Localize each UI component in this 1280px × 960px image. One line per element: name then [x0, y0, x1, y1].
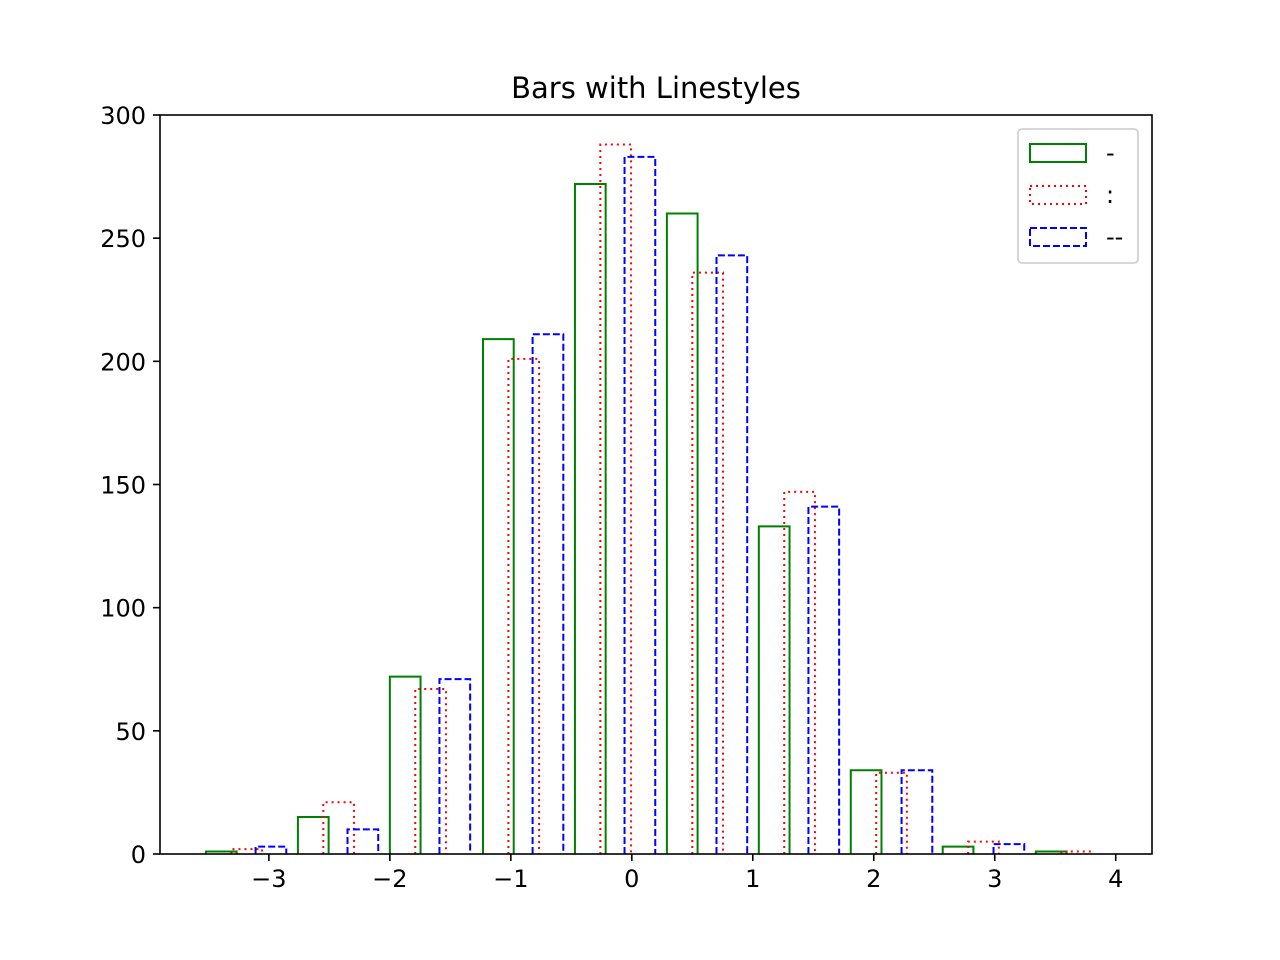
bar-series-0-bin-3	[482, 338, 515, 854]
legend-swatch-2	[1029, 227, 1087, 247]
legend-label-2: --	[1106, 223, 1123, 251]
bar-series-2-bin-5	[715, 254, 749, 854]
bar-series-1-bin-2	[414, 687, 447, 854]
x-tick-label: −2	[372, 865, 407, 893]
bar-series-0-bin-8	[941, 845, 975, 854]
bar-series-1-bin-8	[967, 840, 1000, 854]
bar-series-0-bin-1	[296, 816, 330, 854]
y-axis: 0 50 100 150 200 250 300	[100, 102, 160, 869]
x-tick-label: −1	[493, 865, 528, 893]
x-tick-label: 3	[987, 865, 1002, 893]
x-tick-label: 0	[624, 865, 639, 893]
bar-series-2-bin-3	[531, 333, 565, 854]
bar-series-2-bin-1	[346, 828, 380, 854]
x-tick-label: 1	[745, 865, 760, 893]
legend-label-1: :	[1106, 181, 1114, 209]
chart-title: Bars with Linestyles	[511, 71, 801, 105]
bar-series-0-bin-4	[573, 182, 607, 854]
bar-series-2-bin-8	[992, 843, 1026, 854]
bar-series-0-bin-6	[757, 525, 791, 854]
legend-swatch-1	[1029, 185, 1087, 205]
bar-series-1-bin-7	[875, 771, 908, 854]
bar-series-2-bin-4	[623, 155, 657, 854]
legend-label-0: -	[1106, 139, 1115, 167]
bar-series-2-bin-7	[900, 769, 934, 854]
bar-series-2-bin-2	[438, 678, 472, 854]
bar-series-2-bin-0	[254, 845, 288, 854]
y-tick-label: 200	[100, 348, 146, 376]
bar-series-1-bin-1	[322, 801, 356, 854]
y-tick-label: 300	[100, 102, 146, 130]
bar-series-0-bin-5	[665, 212, 699, 854]
bar-series-1-bin-3	[507, 357, 541, 854]
bar-series-1-bin-9	[1060, 850, 1093, 854]
bar-series-1-bin-6	[783, 490, 816, 854]
bar-series-0-bin-0	[204, 850, 238, 854]
x-axis: −3 −2 −1 0 1 2 3 4	[251, 854, 1123, 893]
x-tick-label: 2	[866, 865, 881, 893]
x-tick-label: 4	[1108, 865, 1123, 893]
x-tick-label: −3	[251, 865, 286, 893]
y-tick-label: 0	[131, 841, 146, 869]
bars-layer	[204, 143, 1093, 854]
y-tick-label: 100	[100, 595, 146, 623]
bar-series-2-bin-6	[807, 505, 841, 854]
bar-series-0-bin-9	[1034, 850, 1068, 854]
bar-series-0-bin-2	[388, 675, 422, 854]
y-tick-label: 50	[115, 718, 146, 746]
y-tick-label: 250	[100, 225, 146, 253]
y-tick-label: 150	[100, 472, 146, 500]
bar-series-1-bin-4	[599, 143, 633, 854]
bar-series-0-bin-7	[849, 769, 883, 854]
legend: -: --	[1017, 128, 1139, 264]
legend-swatch-0	[1029, 143, 1087, 163]
